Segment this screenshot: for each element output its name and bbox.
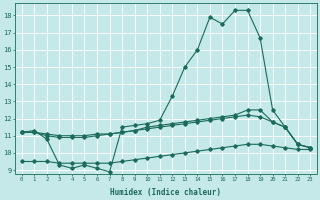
X-axis label: Humidex (Indice chaleur): Humidex (Indice chaleur) [110, 188, 221, 197]
